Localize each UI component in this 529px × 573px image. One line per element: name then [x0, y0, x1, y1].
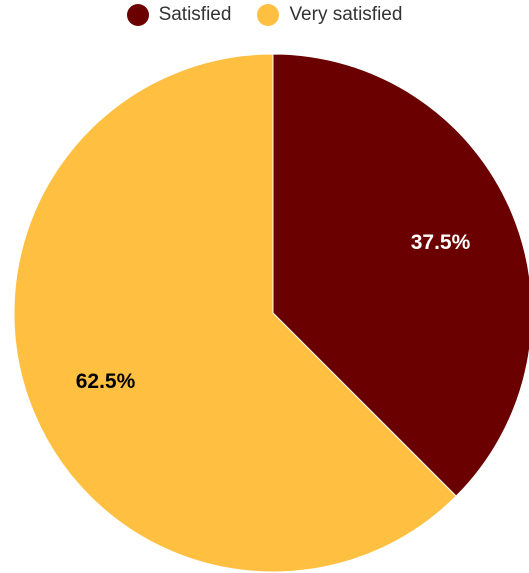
pie-slice-satisfied[interactable] [272, 53, 529, 497]
legend-swatch-very-satisfied [257, 4, 280, 26]
legend-label-very-satisfied: Very satisfied [289, 4, 403, 25]
slice-label-satisfied: 37.5% [411, 231, 471, 254]
legend-swatch-satisfied [126, 4, 149, 26]
chart-legend: Satisfied Very satisfied [0, 4, 529, 26]
pie-slice-very-satisfied[interactable] [13, 53, 457, 573]
slice-label-very-satisfied: 62.5% [76, 370, 136, 393]
legend-label-satisfied: Satisfied [158, 4, 232, 25]
legend-item-very-satisfied[interactable]: Very satisfied [257, 4, 402, 26]
legend-item-satisfied[interactable]: Satisfied [126, 4, 232, 26]
